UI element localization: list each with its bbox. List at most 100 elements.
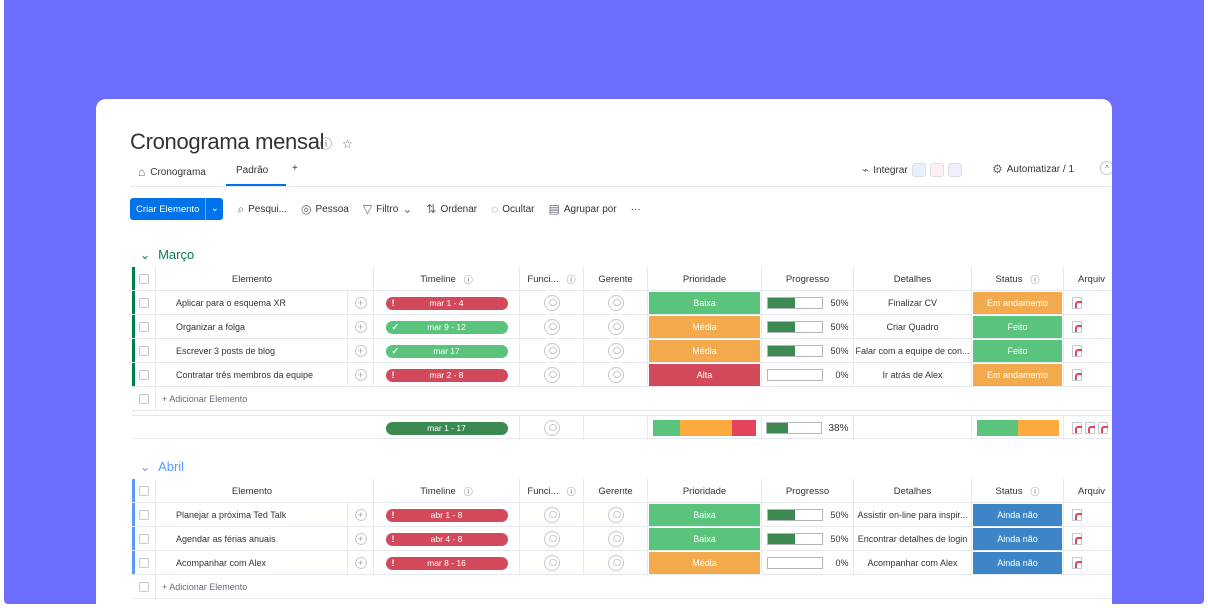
info-icon[interactable]: ⓘ — [463, 486, 473, 497]
row-checkbox[interactable] — [138, 370, 149, 380]
item-name-cell[interactable]: Acompanhar com Alex — [156, 551, 348, 575]
row-checkbox-cell[interactable] — [132, 527, 156, 551]
add-update-icon[interactable]: + — [354, 509, 367, 521]
status-cell[interactable]: Ainda não — [972, 551, 1064, 575]
manager-cell[interactable] — [584, 527, 648, 551]
hide-button[interactable]: ◌ Ocultar — [491, 202, 534, 216]
more-button[interactable]: ··· — [631, 204, 641, 215]
files-cell[interactable] — [1064, 527, 1112, 551]
row-checkbox[interactable] — [138, 510, 149, 520]
priority-label[interactable]: Baixa — [649, 292, 760, 314]
status-label[interactable]: Ainda não — [973, 504, 1062, 526]
avatar-placeholder-icon[interactable] — [607, 319, 624, 335]
pdf-file-icon[interactable] — [1072, 345, 1082, 357]
details-cell[interactable]: Criar Quadro — [854, 315, 972, 339]
select-all-checkbox[interactable] — [138, 486, 149, 496]
files-cell[interactable] — [1064, 503, 1112, 527]
manager-cell[interactable] — [584, 503, 648, 527]
info-icon[interactable]: ⓘ — [566, 486, 576, 497]
add-update-cell[interactable]: + — [348, 551, 374, 575]
person-filter-button[interactable]: ◎ Pessoa — [301, 202, 349, 216]
avatar-placeholder-icon[interactable] — [607, 555, 624, 571]
table-row[interactable]: Contratar três membros da equipe + ! mar 2 … — [132, 363, 1112, 387]
row-checkbox[interactable] — [138, 298, 149, 308]
search-button[interactable]: ⌕ Pesqui... — [237, 202, 287, 217]
column-header-timeline[interactable]: Timeline ⓘ — [374, 267, 520, 291]
sort-button[interactable]: ⇅ Ordenar — [426, 202, 477, 216]
column-header-func[interactable]: Funci... ⓘ — [520, 267, 584, 291]
column-header-files[interactable]: Arquiv — [1064, 267, 1112, 291]
priority-cell[interactable]: Média — [648, 339, 762, 363]
priority-label[interactable]: Média — [649, 340, 760, 362]
func-cell[interactable] — [520, 551, 584, 575]
table-row[interactable]: Aplicar para o esquema XR +! mar 1 - 4 Baix… — [132, 291, 1112, 315]
item-name-cell[interactable]: Organizar a folga — [156, 315, 348, 339]
timeline-pill[interactable]: ! mar 1 - 4 — [385, 296, 508, 310]
column-header-status[interactable]: Status ⓘ — [972, 479, 1064, 503]
avatar-placeholder-icon[interactable] — [543, 555, 560, 571]
timeline-cell[interactable]: ✓ mar 17 — [374, 339, 520, 363]
column-header-manager[interactable]: Gerente — [584, 267, 648, 291]
add-update-icon[interactable]: + — [354, 297, 367, 309]
add-update-icon[interactable]: + — [354, 557, 367, 569]
avatar-placeholder-icon[interactable] — [607, 507, 624, 523]
pdf-file-icon[interactable] — [1072, 533, 1082, 545]
manager-cell[interactable] — [584, 315, 648, 339]
priority-label[interactable]: Baixa — [649, 528, 760, 550]
add-item-button[interactable]: + Adicionar Elemento — [156, 575, 1112, 599]
pdf-file-icon[interactable] — [1072, 557, 1082, 569]
priority-cell[interactable]: Média — [648, 551, 762, 575]
column-header-progress[interactable]: Progresso — [762, 479, 854, 503]
details-cell[interactable]: Finalizar CV — [854, 291, 972, 315]
create-item-button[interactable]: Criar Elemento ⌄ — [130, 198, 224, 220]
column-header-item[interactable]: Elemento — [156, 479, 348, 503]
status-label[interactable]: Feito — [973, 340, 1062, 362]
priority-cell[interactable]: Alta — [648, 363, 762, 387]
info-icon[interactable]: ⓘ — [566, 274, 576, 285]
add-item-row[interactable]: + Adicionar Elemento — [132, 387, 1112, 411]
status-cell[interactable]: Ainda não — [972, 527, 1064, 551]
table-row[interactable]: Agendar as férias anuais +! abr 4 - 8 Baixa… — [132, 527, 1112, 551]
row-checkbox-cell[interactable] — [132, 291, 156, 315]
timeline-cell[interactable]: ! mar 2 - 8 — [374, 363, 520, 387]
details-cell[interactable]: Assistir on-line para inspir... — [854, 503, 972, 527]
add-update-cell[interactable]: + — [348, 315, 374, 339]
status-cell[interactable]: Em andamento — [972, 291, 1064, 315]
add-update-cell[interactable]: + — [348, 339, 374, 363]
group-by-button[interactable]: ▤ Agrupar por — [549, 202, 617, 216]
avatar-placeholder-icon[interactable] — [543, 367, 560, 383]
func-cell[interactable] — [520, 503, 584, 527]
status-cell[interactable]: Ainda não — [972, 503, 1064, 527]
func-cell[interactable] — [520, 291, 584, 315]
priority-cell[interactable]: Baixa — [648, 527, 762, 551]
item-name-cell[interactable]: Escrever 3 posts de blog — [156, 339, 348, 363]
avatar-placeholder-icon[interactable] — [543, 343, 560, 359]
func-cell[interactable] — [520, 339, 584, 363]
avatar-placeholder-icon[interactable] — [543, 295, 560, 311]
group-header[interactable]: ⌄ Março — [140, 247, 194, 262]
column-header-timeline[interactable]: Timeline ⓘ — [374, 479, 520, 503]
avatar-placeholder-icon[interactable] — [607, 531, 624, 547]
column-header-func[interactable]: Funci... ⓘ — [520, 479, 584, 503]
add-update-icon[interactable]: + — [354, 533, 367, 545]
item-name-cell[interactable]: Planejar a próxima Ted Talk — [156, 503, 348, 527]
item-name-cell[interactable]: Contratar três membros da equipe — [156, 363, 348, 387]
info-icon[interactable]: ⓘ — [1030, 274, 1040, 285]
group-header[interactable]: ⌄ Abril — [140, 459, 184, 474]
priority-label[interactable]: Baixa — [649, 504, 760, 526]
timeline-cell[interactable]: ! abr 4 - 8 — [374, 527, 520, 551]
status-cell[interactable]: Em andamento — [972, 363, 1064, 387]
add-item-row[interactable]: + Adicionar Elemento — [132, 575, 1112, 599]
column-header-progress[interactable]: Progresso — [762, 267, 854, 291]
timeline-pill[interactable]: ! abr 4 - 8 — [385, 532, 508, 546]
pdf-file-icon[interactable] — [1072, 509, 1082, 521]
info-icon[interactable]: ⓘ — [1030, 486, 1040, 497]
add-update-icon[interactable]: + — [354, 369, 367, 381]
column-header-files[interactable]: Arquiv — [1064, 479, 1112, 503]
timeline-pill[interactable]: ! mar 8 - 16 — [385, 556, 508, 570]
add-view-button[interactable]: + — [292, 163, 298, 174]
func-cell[interactable] — [520, 527, 584, 551]
priority-cell[interactable]: Baixa — [648, 291, 762, 315]
files-cell[interactable] — [1064, 363, 1112, 387]
files-cell[interactable] — [1064, 551, 1112, 575]
